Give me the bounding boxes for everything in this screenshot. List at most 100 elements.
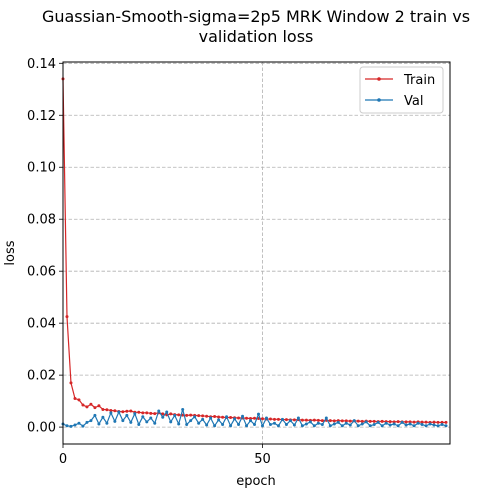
data-point-val — [304, 422, 308, 426]
data-point-val — [101, 415, 105, 419]
data-point-val — [157, 409, 161, 413]
y-tick-label: 0.02 — [27, 369, 56, 384]
data-point-val — [320, 423, 324, 427]
data-point-val — [253, 423, 257, 427]
data-point-train — [412, 420, 416, 424]
data-point-val — [249, 419, 253, 423]
legend-marker-val — [377, 98, 381, 102]
data-point-val — [268, 423, 272, 427]
data-point-val — [288, 419, 292, 423]
data-point-val — [380, 424, 384, 428]
data-point-val — [129, 420, 133, 424]
y-tick-label: 0.10 — [27, 161, 56, 176]
data-point-train — [312, 418, 316, 422]
data-point-val — [432, 423, 436, 427]
data-point-val — [229, 424, 233, 428]
data-point-val — [153, 421, 157, 425]
data-point-train — [137, 410, 141, 414]
data-point-train — [189, 413, 193, 417]
data-point-val — [388, 423, 392, 427]
data-point-val — [193, 415, 197, 419]
data-point-train — [404, 420, 408, 424]
data-point-train — [161, 412, 165, 416]
series-layer — [61, 77, 448, 428]
y-tick-label: 0.12 — [27, 109, 56, 124]
data-point-val — [205, 423, 209, 427]
grid — [62, 62, 450, 444]
chart-title-line-2: validation loss — [199, 27, 314, 46]
data-point-val — [141, 415, 145, 419]
data-point-val — [316, 421, 320, 425]
data-point-train — [237, 416, 241, 420]
data-point-val — [105, 421, 109, 425]
data-point-val — [404, 423, 408, 427]
data-point-train — [276, 417, 280, 421]
data-point-train — [185, 413, 189, 417]
data-point-val — [185, 423, 189, 427]
data-point-val — [173, 413, 177, 417]
y-tick-label: 0.14 — [27, 57, 56, 72]
data-point-train — [444, 420, 448, 424]
data-point-val — [296, 416, 300, 420]
data-point-val — [97, 422, 101, 426]
data-point-train — [292, 418, 296, 422]
data-point-val — [125, 413, 129, 417]
data-point-val — [284, 423, 288, 427]
data-point-train — [65, 315, 69, 319]
data-point-val — [169, 420, 173, 424]
data-point-train — [77, 398, 81, 402]
data-point-val — [340, 424, 344, 428]
data-point-val — [201, 417, 205, 421]
data-point-train — [109, 408, 113, 412]
x-tick-label: 50 — [254, 452, 271, 467]
data-point-train — [141, 411, 145, 415]
data-point-val — [260, 424, 264, 428]
data-point-train — [81, 403, 85, 407]
data-point-train — [229, 415, 233, 419]
data-point-val — [300, 424, 304, 428]
data-point-train — [177, 413, 181, 417]
data-point-val — [344, 421, 348, 425]
data-point-val — [69, 424, 73, 428]
data-point-val — [336, 420, 340, 424]
data-point-train — [121, 410, 125, 414]
data-point-val — [376, 420, 380, 424]
data-point-val — [113, 419, 117, 423]
data-point-train — [284, 418, 288, 422]
data-point-train — [340, 419, 344, 423]
legend-marker-train — [377, 77, 381, 81]
y-tick-label: 0.04 — [27, 317, 56, 332]
data-point-val — [237, 423, 241, 427]
data-point-val — [117, 410, 121, 414]
data-point-val — [217, 418, 221, 422]
data-point-train — [97, 404, 101, 408]
data-point-val — [332, 422, 336, 426]
data-point-train — [101, 407, 105, 411]
data-point-train — [249, 417, 253, 421]
data-point-val — [400, 420, 404, 424]
data-point-val — [149, 416, 153, 420]
data-point-val — [256, 412, 260, 416]
data-point-train — [348, 419, 352, 423]
data-point-train — [245, 416, 249, 420]
data-point-train — [197, 414, 201, 418]
data-point-val — [444, 424, 448, 428]
data-point-train — [213, 414, 217, 418]
data-point-val — [133, 412, 137, 416]
data-point-train — [69, 381, 73, 385]
data-point-train — [420, 420, 424, 424]
series-train — [61, 77, 448, 424]
data-point-train — [360, 419, 364, 423]
data-point-val — [420, 423, 424, 427]
data-point-train — [368, 419, 372, 423]
data-point-val — [213, 424, 217, 428]
data-point-train — [268, 417, 272, 421]
data-point-val — [424, 424, 428, 428]
series-val — [61, 407, 448, 428]
data-point-train — [149, 411, 153, 415]
y-tick-label: 0.00 — [27, 421, 56, 436]
data-point-train — [304, 418, 308, 422]
data-point-val — [328, 424, 332, 428]
data-point-train — [388, 420, 392, 424]
